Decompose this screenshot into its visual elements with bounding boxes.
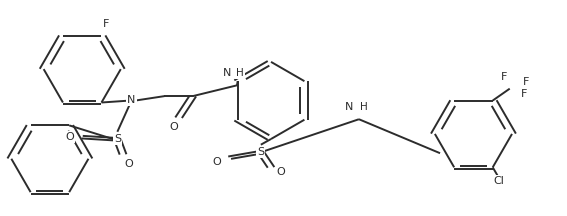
Text: H: H <box>359 102 367 112</box>
Text: N: N <box>223 68 231 78</box>
Text: O: O <box>65 132 74 142</box>
Text: O: O <box>277 167 286 177</box>
Text: O: O <box>170 122 179 132</box>
Text: N: N <box>128 95 136 105</box>
Text: O: O <box>124 159 133 168</box>
Text: F: F <box>501 72 507 82</box>
Text: F: F <box>103 19 109 29</box>
Text: S: S <box>257 147 264 157</box>
Text: N: N <box>345 102 353 112</box>
Text: F: F <box>522 77 529 87</box>
Text: Cl: Cl <box>493 176 504 186</box>
Text: S: S <box>114 134 121 144</box>
Text: H: H <box>236 68 244 78</box>
Text: O: O <box>213 157 222 167</box>
Text: F: F <box>521 89 527 99</box>
